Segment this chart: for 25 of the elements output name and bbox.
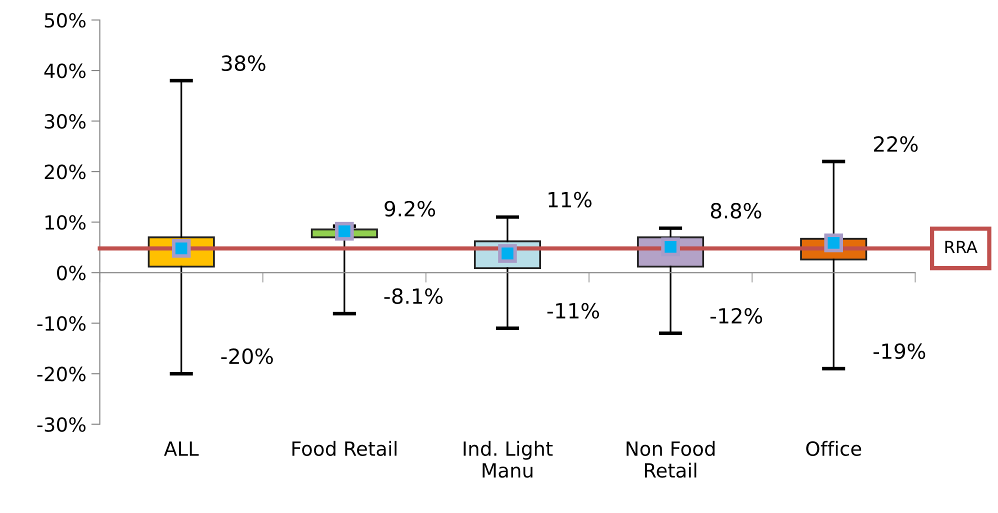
y-tick-label: 10% [46, 215, 86, 230]
x-tick-label: Non Food Retail [626, 440, 715, 478]
y-tick-label: 40% [44, 63, 86, 78]
annotation: -19% [874, 343, 926, 360]
x-tick-label: Food Retail [292, 440, 396, 456]
y-tick-label: -20% [37, 366, 86, 382]
y-tick-label: -30% [37, 417, 86, 432]
annotation: -12% [710, 308, 762, 324]
y-tick-label: 0% [57, 266, 86, 280]
x-tick-label: Ind. Light Manu [464, 440, 553, 478]
annotation: -8.1% [384, 288, 443, 304]
annotation: 38% [222, 55, 266, 72]
y-tick-label: 50% [44, 12, 86, 28]
x-tick-label: Office [806, 440, 862, 456]
y-tick-label: 20% [44, 164, 86, 180]
y-tick-label: 30% [44, 114, 86, 129]
annotation: -11% [547, 302, 600, 319]
annotation: 11% [548, 192, 592, 208]
annotation: -20% [221, 348, 273, 364]
ref-line-label: RRA [945, 240, 978, 254]
x-tick-label: ALL [164, 442, 199, 456]
annotation: 8.8% [710, 202, 762, 219]
y-tick-label: -10% [37, 316, 86, 331]
annotation: 9.2% [384, 200, 436, 217]
annotation: 22% [874, 136, 918, 152]
